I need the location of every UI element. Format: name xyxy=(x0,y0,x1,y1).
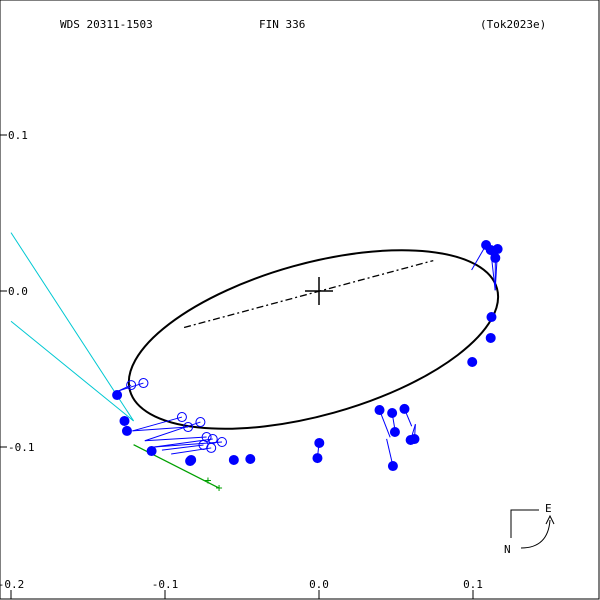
filled-point-11 xyxy=(387,407,398,418)
open-point-1 xyxy=(138,378,149,389)
compass-bracket xyxy=(510,509,539,538)
discoverer-label: FIN 336 xyxy=(259,18,305,31)
filled-point-18 xyxy=(485,332,496,343)
open-point-9 xyxy=(206,442,217,453)
orbit-ellipse xyxy=(127,249,500,430)
open-point-0 xyxy=(126,380,137,391)
open-residual-3 xyxy=(132,426,189,432)
filled-point-2 xyxy=(121,425,132,436)
filled-point-17 xyxy=(467,356,478,367)
compass-east-label: E xyxy=(545,502,552,515)
x-tick-label-3: 0.1 xyxy=(463,578,483,591)
x-tick-label-2: 0.0 xyxy=(309,578,329,591)
y-tick-label-2: -0.1 xyxy=(8,441,35,454)
open-residual-2 xyxy=(132,416,183,432)
filled-point-14 xyxy=(399,403,410,414)
filled-point-1 xyxy=(119,415,130,426)
axis-ticks: -0.2 -0.1 0.0 0.1 0.1 0.0 -0.1 xyxy=(0,129,483,599)
filled-point-10 xyxy=(374,405,385,416)
compass-north-label: N xyxy=(504,543,511,556)
orbit-ellipse-group xyxy=(127,249,500,430)
reference-label: (Tok2023e) xyxy=(480,18,546,31)
cyan-lines xyxy=(10,232,135,422)
x-tick-label-1: -0.1 xyxy=(152,578,179,591)
green-plus-1 xyxy=(216,485,223,492)
filled-point-16 xyxy=(409,434,420,445)
filled-point-19 xyxy=(486,312,497,323)
green-plus-0 xyxy=(204,477,211,484)
filled-point-7 xyxy=(245,454,256,465)
filled-point-22 xyxy=(492,244,503,255)
compass: E N xyxy=(504,502,555,556)
filled-point-9 xyxy=(312,453,323,464)
open-residual-4 xyxy=(144,421,201,442)
compass-arrow-curve xyxy=(520,519,551,549)
filled-point-6 xyxy=(228,454,239,465)
y-tick-label-1: 0.0 xyxy=(8,285,28,298)
filled-point-23 xyxy=(490,252,501,263)
open-point-2 xyxy=(176,412,187,423)
open-point-4 xyxy=(195,417,206,428)
cyan-line-0 xyxy=(10,232,135,422)
observation-points xyxy=(112,239,503,472)
cyan-line-1 xyxy=(10,320,134,422)
open-residual-8 xyxy=(161,444,204,451)
primary-star-cross xyxy=(305,277,333,305)
filled-point-0 xyxy=(112,390,123,401)
line-of-nodes xyxy=(183,259,434,329)
open-point-3 xyxy=(183,422,194,433)
system-id-label: WDS 20311-1503 xyxy=(60,18,153,31)
filled-point-8 xyxy=(314,437,325,448)
compass-arrow-head-icon xyxy=(545,514,555,525)
open-point-7 xyxy=(216,437,227,448)
filled-point-5 xyxy=(186,454,197,465)
filled-point-3 xyxy=(146,446,157,457)
filled-point-12 xyxy=(389,427,400,438)
y-tick-label-0: 0.1 xyxy=(8,129,28,142)
open-residual-5 xyxy=(144,436,207,442)
filled-point-13 xyxy=(387,461,398,472)
x-tick-label-0: -0.2 xyxy=(0,578,24,591)
